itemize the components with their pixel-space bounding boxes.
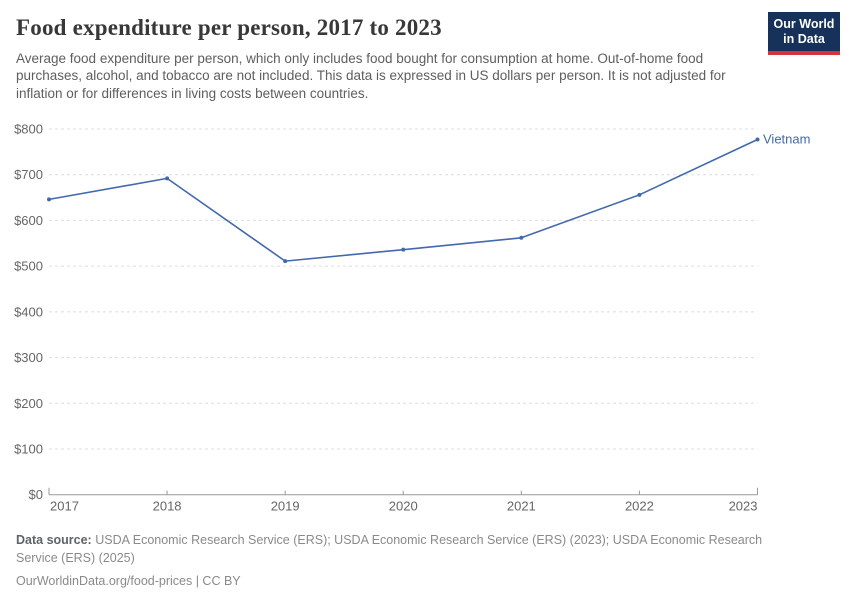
y-axis-tick-label: $100 bbox=[14, 441, 43, 456]
chart-footer: Data source: USDA Economic Research Serv… bbox=[16, 531, 834, 588]
data-point[interactable] bbox=[283, 259, 288, 264]
owid-logo-line2: in Data bbox=[783, 32, 825, 46]
x-axis-tick-label: 2019 bbox=[271, 499, 300, 514]
data-point[interactable] bbox=[165, 176, 170, 181]
x-axis-tick-label: 2020 bbox=[389, 499, 418, 514]
series-end-label: Vietnam bbox=[763, 132, 810, 147]
line-chart[interactable]: $0 $100 $200 $300 $400 $500 $600 $700 $800 2017 20… bbox=[0, 104, 850, 516]
y-axis-tick-label: $200 bbox=[14, 396, 43, 411]
y-axis-tick-label: $0 bbox=[29, 487, 43, 502]
data-point[interactable] bbox=[755, 137, 760, 142]
chart-header: Food expenditure per person, 2017 to 202… bbox=[0, 0, 850, 102]
owid-logo: Our World in Data bbox=[768, 12, 840, 55]
x-axis-tick-label: 2022 bbox=[625, 499, 654, 514]
chart-subtitle: Average food expenditure per person, whi… bbox=[16, 50, 726, 101]
y-axis-tick-label: $700 bbox=[14, 167, 43, 182]
y-axis-tick-label: $600 bbox=[14, 213, 43, 228]
y-axis-tick-label: $400 bbox=[14, 304, 43, 319]
data-source-line: Data source: USDA Economic Research Serv… bbox=[16, 531, 766, 567]
chart-title: Food expenditure per person, 2017 to 202… bbox=[16, 15, 442, 40]
owid-logo-line1: Our World bbox=[773, 17, 835, 31]
data-source-label: Data source: bbox=[16, 533, 92, 547]
data-point[interactable] bbox=[47, 197, 51, 202]
y-axis-tick-label: $300 bbox=[14, 350, 43, 365]
series-line[interactable] bbox=[48, 138, 759, 262]
data-point[interactable] bbox=[401, 247, 406, 252]
x-axis-tick-label: 2021 bbox=[507, 499, 536, 514]
data-point[interactable] bbox=[519, 235, 524, 240]
x-axis-tick-label: 2018 bbox=[153, 499, 182, 514]
data-source-text: USDA Economic Research Service (ERS); US… bbox=[16, 533, 763, 566]
x-axis-tick-label: 2017 bbox=[50, 499, 79, 514]
x-axis-tick-label: 2023 bbox=[729, 499, 758, 514]
y-axis-tick-label: $500 bbox=[14, 259, 43, 274]
data-point[interactable] bbox=[637, 192, 642, 197]
y-axis-tick-label: $800 bbox=[14, 122, 43, 137]
license-line: OurWorldinData.org/food-prices | CC BY bbox=[16, 574, 241, 589]
